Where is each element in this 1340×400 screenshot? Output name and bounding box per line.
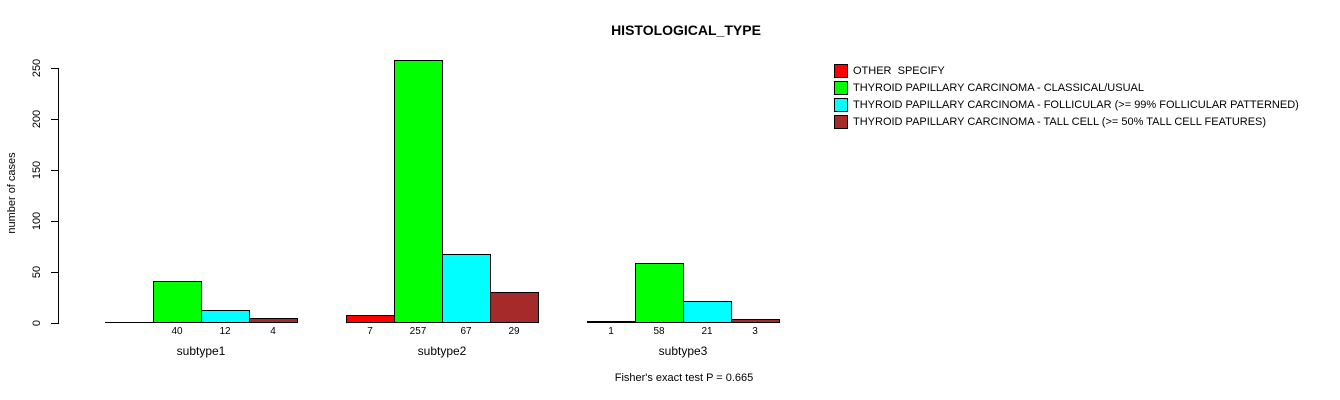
bar-value-label: 12 [219,326,231,337]
chart-title: HISTOLOGICAL_TYPE [611,22,761,38]
bar-subtype1-series2 [201,310,250,323]
legend-label: THYROID PAPILLARY CARCINOMA - CLASSICAL/… [853,82,1144,94]
bar-value-label: 3 [752,326,758,337]
legend-item: THYROID PAPILLARY CARCINOMA - CLASSICAL/… [834,81,1299,95]
y-tick-label: 150 [31,160,43,180]
y-tick-label: 250 [31,58,43,78]
bar-subtype3-series2 [683,301,732,323]
legend-swatch-classical-usual [834,81,848,95]
bar-subtype3-series0 [587,321,636,323]
bar-value-label: 67 [460,326,472,337]
legend-label: OTHER SPECIFY [853,65,945,77]
y-axis-tick [51,68,58,69]
bar-value-label: 21 [701,326,713,337]
bar-value-label: 7 [367,326,373,337]
legend: OTHER SPECIFY THYROID PAPILLARY CARCINOM… [834,64,1299,129]
y-axis-tick [51,323,58,324]
bar-subtype3-series1 [635,263,684,323]
y-axis-tick [51,221,58,222]
legend-item: THYROID PAPILLARY CARCINOMA - FOLLICULAR… [834,98,1299,112]
bar-value-label: 40 [171,326,183,337]
bar-value-label: 257 [409,326,427,337]
y-tick-label: 100 [31,211,43,231]
y-tick-label: 0 [31,319,43,327]
legend-item: THYROID PAPILLARY CARCINOMA - TALL CELL … [834,115,1299,129]
fisher-test-annotation: Fisher's exact test P = 0.665 [614,372,754,384]
bar-subtype1-series1 [153,281,202,323]
y-axis-label: number of cases [6,152,18,234]
bar-subtype2-series3 [490,292,539,323]
legend-label: THYROID PAPILLARY CARCINOMA - FOLLICULAR… [853,99,1299,111]
category-label-subtype2: subtype2 [417,344,467,358]
bar-value-label: 1 [608,326,614,337]
legend-swatch-follicular [834,98,848,112]
bar-value-label: 4 [270,326,276,337]
y-axis-tick [51,170,58,171]
y-axis-line [58,68,59,324]
y-tick-label: 50 [31,265,43,279]
legend-swatch-other-specify [834,64,848,78]
y-tick-label: 200 [31,109,43,129]
bar-subtype1-series3 [249,318,298,323]
legend-item: OTHER SPECIFY [834,64,1299,78]
bar-value-label: 58 [653,326,665,337]
legend-label: THYROID PAPILLARY CARCINOMA - TALL CELL … [853,116,1267,128]
legend-swatch-tall-cell [834,115,848,129]
bar-subtype2-series1 [394,60,443,323]
bar-subtype2-series2 [442,254,491,323]
category-label-subtype1: subtype1 [176,344,226,358]
category-label-subtype3: subtype3 [658,344,708,358]
y-axis-tick [51,272,58,273]
bar-subtype2-series0 [346,315,395,323]
y-axis-tick [51,119,58,120]
bar-subtype3-series3 [731,319,780,323]
bar-value-label: 29 [508,326,520,337]
